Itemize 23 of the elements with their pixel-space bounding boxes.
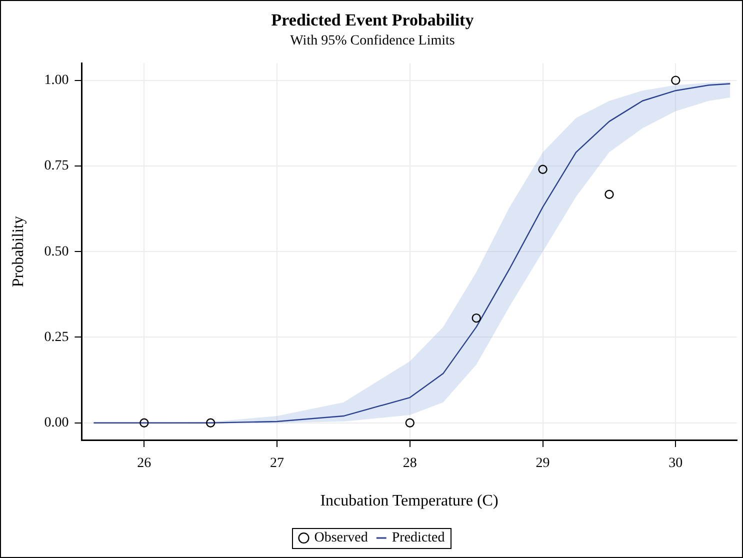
y-tick-label: 0.50 xyxy=(44,244,69,260)
x-tick-label: 30 xyxy=(668,456,683,472)
y-tick-label: 0.25 xyxy=(44,330,69,345)
point xyxy=(538,164,548,174)
chart-title: Predicted Event Probability xyxy=(271,10,474,30)
y-tick-label: 1.00 xyxy=(44,73,69,88)
chart-subtitle: With 95% Confidence Limits xyxy=(290,33,455,48)
legend-label: Predicted xyxy=(392,530,445,546)
x-tick-label: 28 xyxy=(402,456,417,472)
x-axis-title: Incubation Temperature (C) xyxy=(320,492,498,510)
x-tick-label: 29 xyxy=(536,456,550,472)
x-tick-label: 26 xyxy=(137,456,152,472)
point xyxy=(671,76,680,85)
x-tick-label: 27 xyxy=(270,456,284,472)
point xyxy=(140,418,149,428)
point xyxy=(472,313,481,323)
y-tick-label: 0.00 xyxy=(44,416,69,431)
y-axis-title: Probability xyxy=(10,216,27,288)
point xyxy=(206,418,216,428)
legend-label: Observed xyxy=(314,530,368,546)
y-tick-label: 0.75 xyxy=(44,158,69,174)
point xyxy=(405,418,415,428)
point xyxy=(604,190,614,199)
